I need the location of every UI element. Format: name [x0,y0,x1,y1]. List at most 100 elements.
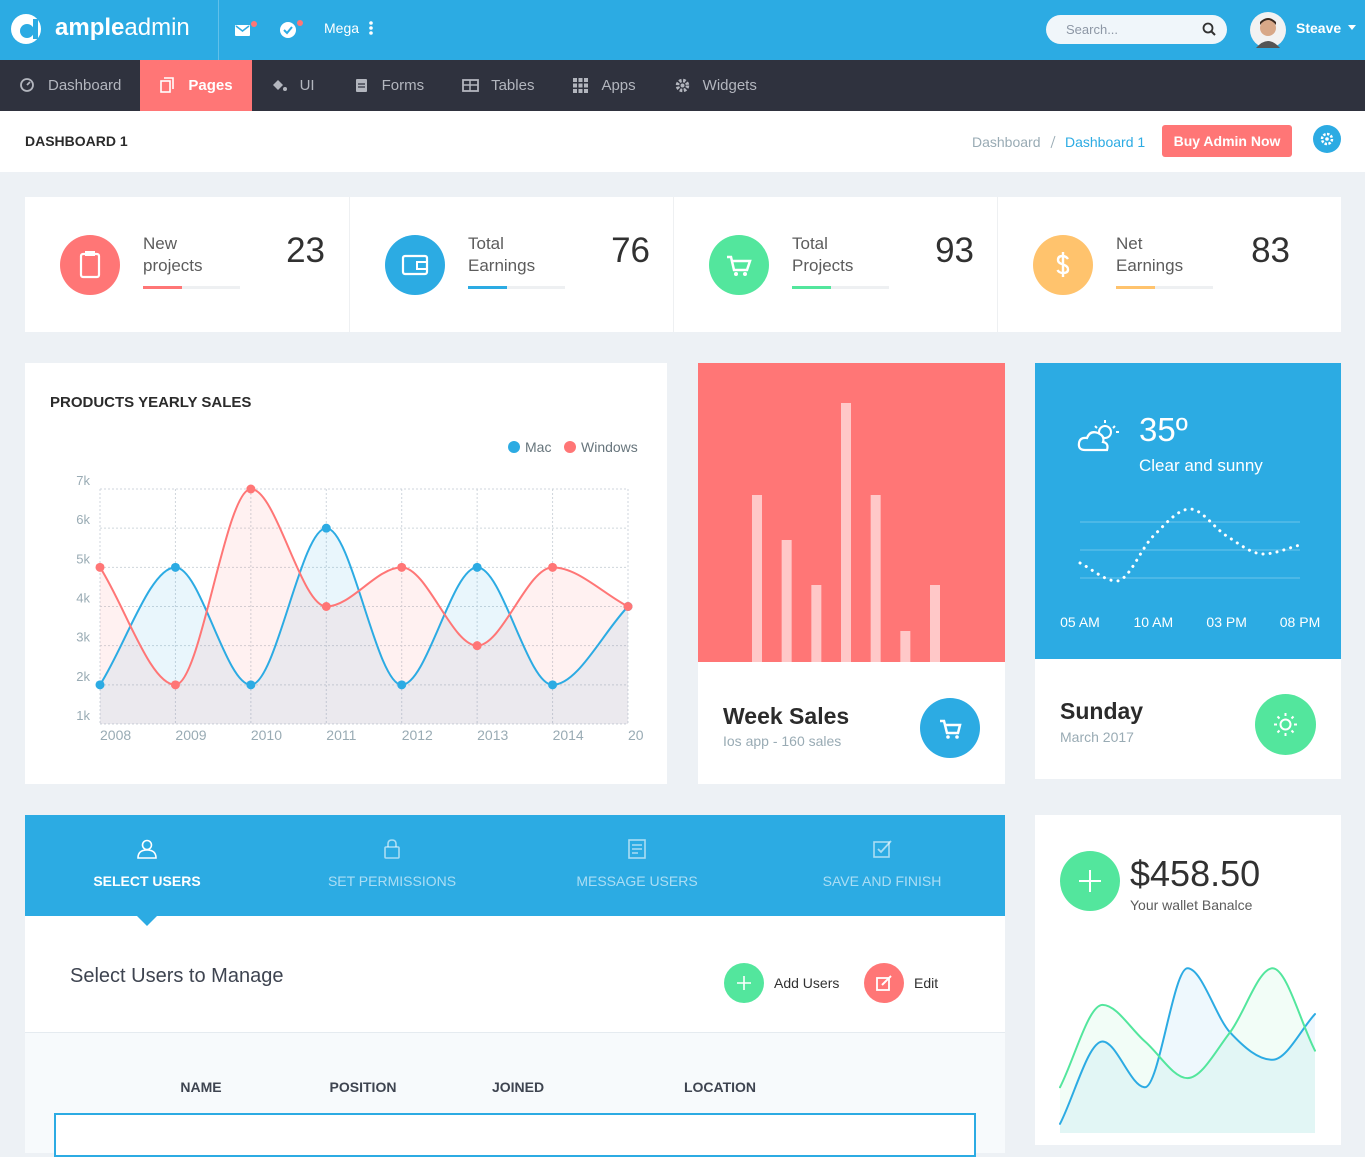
stat: Total Earnings 76 [349,197,674,332]
progress-bar [792,286,831,289]
search-box[interactable]: Search... [1046,15,1227,44]
breadcrumb-active: Dashboard 1 [1065,134,1146,150]
progress-bar [468,286,507,289]
topbar: ampleadmin Mega Search... Steave [0,0,1365,60]
stat-value: 93 [935,231,974,270]
weather-icon [1077,420,1119,452]
wizard-tab[interactable]: MESSAGE USERS [517,838,757,889]
search-icon [1202,22,1216,36]
breadcrumb-item[interactable]: Dashboard [972,134,1041,150]
week-sales-title: Week Sales [723,703,850,729]
wizard-tab[interactable]: SET PERMISSIONS [272,838,512,889]
wallet-add[interactable] [1060,851,1120,911]
nav-icon [160,77,175,93]
caret [1348,25,1357,30]
nav-label: Tables [491,77,535,94]
nav-item[interactable]: Apps [553,60,654,111]
wizard-tab[interactable]: SELECT USERS [27,838,267,889]
nav-item[interactable]: Pages [140,60,252,111]
wallet-card: $458.50 Your wallet Banalce [1035,815,1341,1145]
temperature: 35º [1139,411,1188,448]
nav-icon [462,79,479,92]
search-placeholder: Search... [1066,22,1119,37]
wizard-header: SELECT USERS SET PERMISSIONS MESSAGE USERS… [25,815,1005,916]
dots-icon [369,21,373,35]
sun-button[interactable] [1255,694,1316,755]
progress-track [468,286,565,289]
mega-label: Mega [324,20,360,36]
logo-bold: ample [55,14,125,41]
stat: Net Earnings 83 [997,197,1322,332]
wallet-caption: Your wallet Banalce [1130,897,1253,913]
column-header: POSITION [329,1079,397,1095]
nav-label: Dashboard [48,77,122,94]
nav-label: Widgets [702,77,757,94]
nav-icon [675,78,689,93]
stats-card: New projects 23 Total Earnings 76 Total Proj… [25,197,1341,332]
week-sales-chart-bg [698,363,1005,662]
page-header: DASHBOARD 1 Dashboard Dashboard 1 Buy Ad… [0,111,1365,172]
column-header: NAME [180,1079,222,1095]
weather-top [1035,363,1341,659]
divider [218,0,219,60]
nav-icon [272,80,287,91]
stat-icon [60,235,120,295]
add-icon[interactable] [724,963,764,1003]
progress-bar [143,286,182,289]
wallet-amount: $458.50 [1130,853,1261,894]
tab-pointer [137,916,157,926]
nav-item[interactable]: Widgets [655,60,776,111]
nav-label: Pages [188,77,233,94]
breadcrumb-separator [1050,135,1056,149]
nav-list: Dashboard Pages UI Forms Tables Apps Widgets [0,60,1365,111]
week-sales-subtitle: Ios app - 160 sales [723,733,842,749]
yearly-sales-card: PRODUCTS YEARLY SALES [25,363,667,784]
wizard-tab[interactable]: SAVE AND FINISH [762,838,1002,889]
stat-icon [1033,235,1093,295]
stat-value: 83 [1251,231,1290,270]
weather-card: 35º Clear and sunny Sunday March 2017 [1035,363,1341,779]
stat-label: New projects [143,234,203,275]
progress-track [1116,286,1213,289]
nav-icon [573,78,589,93]
tab-label: SAVE AND FINISH [822,873,942,889]
user-name: Steave [1296,20,1342,36]
stat-label: Net Earnings [1116,234,1184,275]
settings-button[interactable] [1313,125,1341,153]
mega-menu[interactable]: Mega [324,20,374,36]
table-row [54,1113,976,1157]
wizard-heading: Select Users to Manage [70,965,284,987]
nav-item[interactable]: Dashboard [0,60,140,111]
wizard-card: SELECT USERS SET PERMISSIONS MESSAGE USERS… [25,815,1005,1157]
edit[interactable]: Edit [914,975,939,991]
stat: New projects 23 [25,197,349,332]
nav-icon [355,79,367,92]
nav-icon [20,78,34,92]
nav-item[interactable]: Forms [334,60,444,111]
chart-title: PRODUCTS YEARLY SALES [50,394,252,411]
nav-item[interactable]: Tables [443,60,553,111]
progress-bar [1116,286,1155,289]
weather-day: Sunday [1060,698,1144,724]
buy-button[interactable]: Buy Admin Now [1162,125,1292,157]
cart-button[interactable] [920,698,980,758]
nav-label: UI [299,77,315,94]
stat-label: Total Projects [792,234,854,275]
page-title: DASHBOARD 1 [25,133,128,149]
navbar: Dashboard Pages UI Forms Tables Apps Widgets [0,60,1365,111]
user-menu[interactable]: Steave [1296,20,1357,36]
avatar[interactable] [1250,12,1286,48]
nav-item[interactable]: UI [252,60,334,111]
nav-label: Forms [381,77,425,94]
logo-text[interactable]: ampleadmin [55,14,190,42]
stat-label: Total Earnings [468,234,536,275]
weather-date: March 2017 [1060,729,1134,745]
mail-icon[interactable] [234,20,258,38]
add-users[interactable]: Add Users [774,975,840,991]
logo-icon [11,14,41,44]
stat-icon [709,235,769,295]
edit-icon[interactable] [864,963,904,1003]
tasks-icon[interactable] [279,19,305,39]
week-sales-card: Week Sales Ios app - 160 sales [698,363,1005,784]
